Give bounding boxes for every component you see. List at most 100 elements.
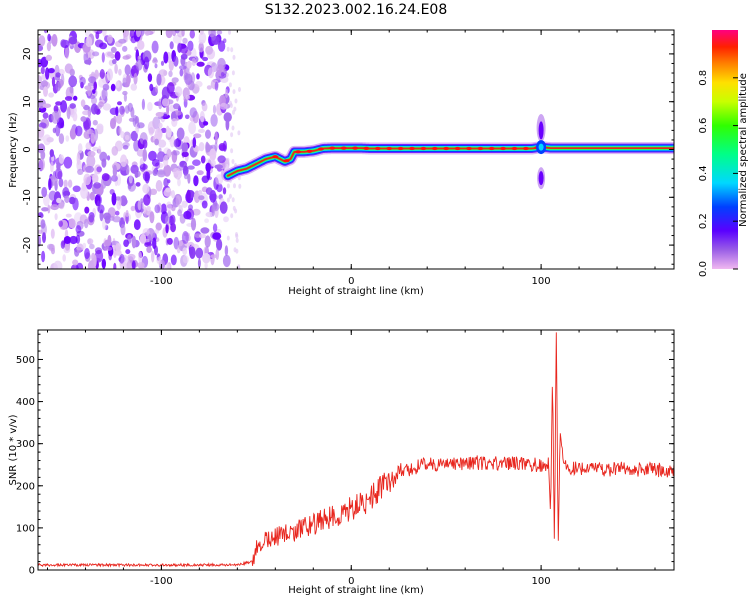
noise-blob — [120, 224, 126, 236]
noise-blob — [127, 181, 136, 192]
noise-blob — [106, 68, 113, 81]
noise-blob — [189, 30, 195, 39]
noise-blob — [104, 239, 111, 247]
ridge-peak — [431, 146, 438, 151]
noise-blob — [58, 220, 63, 227]
noise-blob — [229, 103, 233, 109]
snr-series — [38, 332, 674, 568]
noise-blob — [125, 210, 129, 218]
noise-blob — [198, 128, 205, 133]
noise-blob — [137, 200, 142, 211]
noise-blob — [163, 51, 169, 64]
noise-blob — [116, 200, 122, 210]
snr-y-tick-label: 100 — [16, 523, 35, 534]
noise-blob — [201, 102, 208, 112]
noise-blob — [234, 208, 238, 214]
noise-blob — [135, 30, 141, 38]
figure-title: S132.2023.002.16.24.E08 — [265, 2, 448, 18]
noise-blob — [139, 264, 145, 269]
noise-blob — [140, 201, 144, 214]
noise-blob — [198, 195, 205, 201]
noise-blob — [87, 150, 96, 157]
noise-blob — [77, 143, 83, 154]
noise-blob — [146, 246, 152, 254]
noise-blob — [51, 110, 60, 124]
noise-blob — [219, 201, 228, 214]
noise-blob — [133, 73, 138, 85]
noise-blob — [196, 61, 205, 67]
noise-blob — [148, 150, 157, 161]
noise-blob — [203, 121, 209, 126]
noise-blob — [188, 121, 197, 135]
noise-blob — [151, 40, 159, 54]
noise-blob — [216, 238, 223, 251]
ridge-peak — [466, 146, 472, 151]
noise-blob — [130, 35, 137, 44]
noise-blob — [104, 246, 113, 251]
ridge-peak — [409, 146, 415, 151]
noise-blob — [208, 30, 216, 38]
noise-blob — [187, 165, 195, 170]
noise-blob — [228, 82, 232, 88]
colorbar-tick-label: 0.2 — [698, 213, 709, 229]
noise-blob — [94, 194, 102, 207]
noise-blob — [152, 169, 158, 177]
noise-blob — [154, 204, 161, 214]
noise-blob — [86, 128, 94, 135]
noise-blob — [231, 197, 235, 203]
noise-blob — [111, 146, 119, 156]
noise-blob — [149, 83, 154, 92]
noise-blob — [204, 261, 208, 269]
noise-blob — [168, 70, 173, 78]
noise-blob — [47, 68, 55, 74]
noise-blob — [106, 155, 111, 161]
noise-blob — [86, 154, 96, 168]
noise-blob — [210, 114, 218, 127]
noise-blob — [198, 189, 203, 195]
noise-blob — [237, 130, 241, 136]
noise-blob — [38, 84, 41, 90]
noise-blob — [171, 205, 176, 212]
noise-blob — [58, 178, 64, 188]
noise-blob — [115, 210, 120, 216]
noise-blob — [193, 133, 202, 139]
noise-blob — [222, 254, 231, 268]
noise-blob — [65, 213, 72, 218]
noise-blob — [175, 195, 181, 207]
noise-blob — [166, 82, 175, 94]
noise-blob — [151, 159, 160, 167]
noise-blob — [38, 122, 47, 129]
noise-blob — [130, 205, 136, 212]
noise-blob — [104, 215, 111, 224]
ridge-peak — [352, 146, 359, 150]
noise-blob — [181, 231, 189, 244]
noise-blob — [65, 86, 74, 100]
spectrogram-y-tick-label: -20 — [22, 237, 33, 253]
noise-blob — [40, 150, 46, 160]
noise-blob — [38, 235, 42, 247]
noise-blob — [65, 135, 70, 142]
noise-blob — [235, 233, 239, 239]
noise-blob — [41, 250, 46, 263]
ridge-peak — [374, 146, 381, 151]
noise-blob — [75, 234, 81, 244]
colorbar-ticks: 0.0 0.2 0.4 0.6 0.8 — [698, 70, 738, 277]
noise-blob — [221, 72, 225, 77]
noise-blob — [190, 217, 197, 231]
noise-blob — [90, 132, 96, 144]
noise-blob — [68, 75, 78, 88]
noise-blob — [147, 101, 153, 112]
noise-blob — [40, 219, 46, 229]
noise-blob — [176, 127, 185, 141]
noise-blob — [136, 122, 145, 129]
snr-background — [38, 330, 674, 570]
noise-blob — [94, 249, 104, 263]
noise-blob — [214, 131, 218, 145]
spectrogram-noise-region — [38, 30, 242, 269]
noise-blob — [211, 204, 216, 217]
noise-blob — [75, 225, 82, 234]
noise-blob — [119, 253, 125, 264]
noise-blob — [47, 204, 51, 214]
noise-blob — [122, 90, 128, 96]
